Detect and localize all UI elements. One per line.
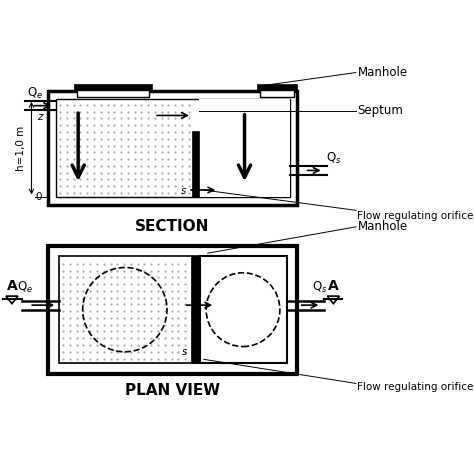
Bar [48,246,297,374]
Text: PLAN VIEW: PLAN VIEW [125,383,220,398]
Polygon shape [328,296,339,304]
Text: h=1,0 m: h=1,0 m [16,126,26,171]
Text: Manhole: Manhole [357,220,408,233]
Text: z: z [36,112,42,122]
Bar [55,99,192,198]
Text: Q$_{ss}$: Q$_{ss}$ [201,100,221,115]
Text: Q$_s$: Q$_s$ [312,279,328,295]
Bar [48,91,297,205]
Polygon shape [6,296,18,304]
Text: Q$_s$: Q$_s$ [326,151,341,166]
Text: A: A [328,279,339,292]
Text: Manhole: Manhole [357,66,408,79]
Bar [191,256,200,363]
Text: Q$_e$: Q$_e$ [18,279,34,295]
Bar [200,99,290,198]
Bar [192,131,200,198]
Text: 0: 0 [36,193,42,202]
Bar [257,84,297,91]
Text: s: s [181,186,186,196]
Bar [59,256,287,363]
Bar [55,99,290,198]
Text: SECTION: SECTION [135,219,210,233]
Text: Flow regulating orifice: Flow regulating orifice [357,211,474,221]
Bar [260,90,294,97]
Text: Q$_e$: Q$_e$ [27,86,43,101]
Text: Q$_{si}$: Q$_{si}$ [220,173,238,188]
Text: A: A [7,279,18,292]
Bar [59,256,191,363]
Bar [200,256,287,363]
Text: Flow regulating orifice: Flow regulating orifice [357,382,474,392]
Text: Q$_{si}$: Q$_{si}$ [217,289,235,304]
Bar [77,90,149,97]
Text: s: s [182,347,187,357]
Bar [73,84,152,91]
Text: Septum: Septum [357,105,403,118]
